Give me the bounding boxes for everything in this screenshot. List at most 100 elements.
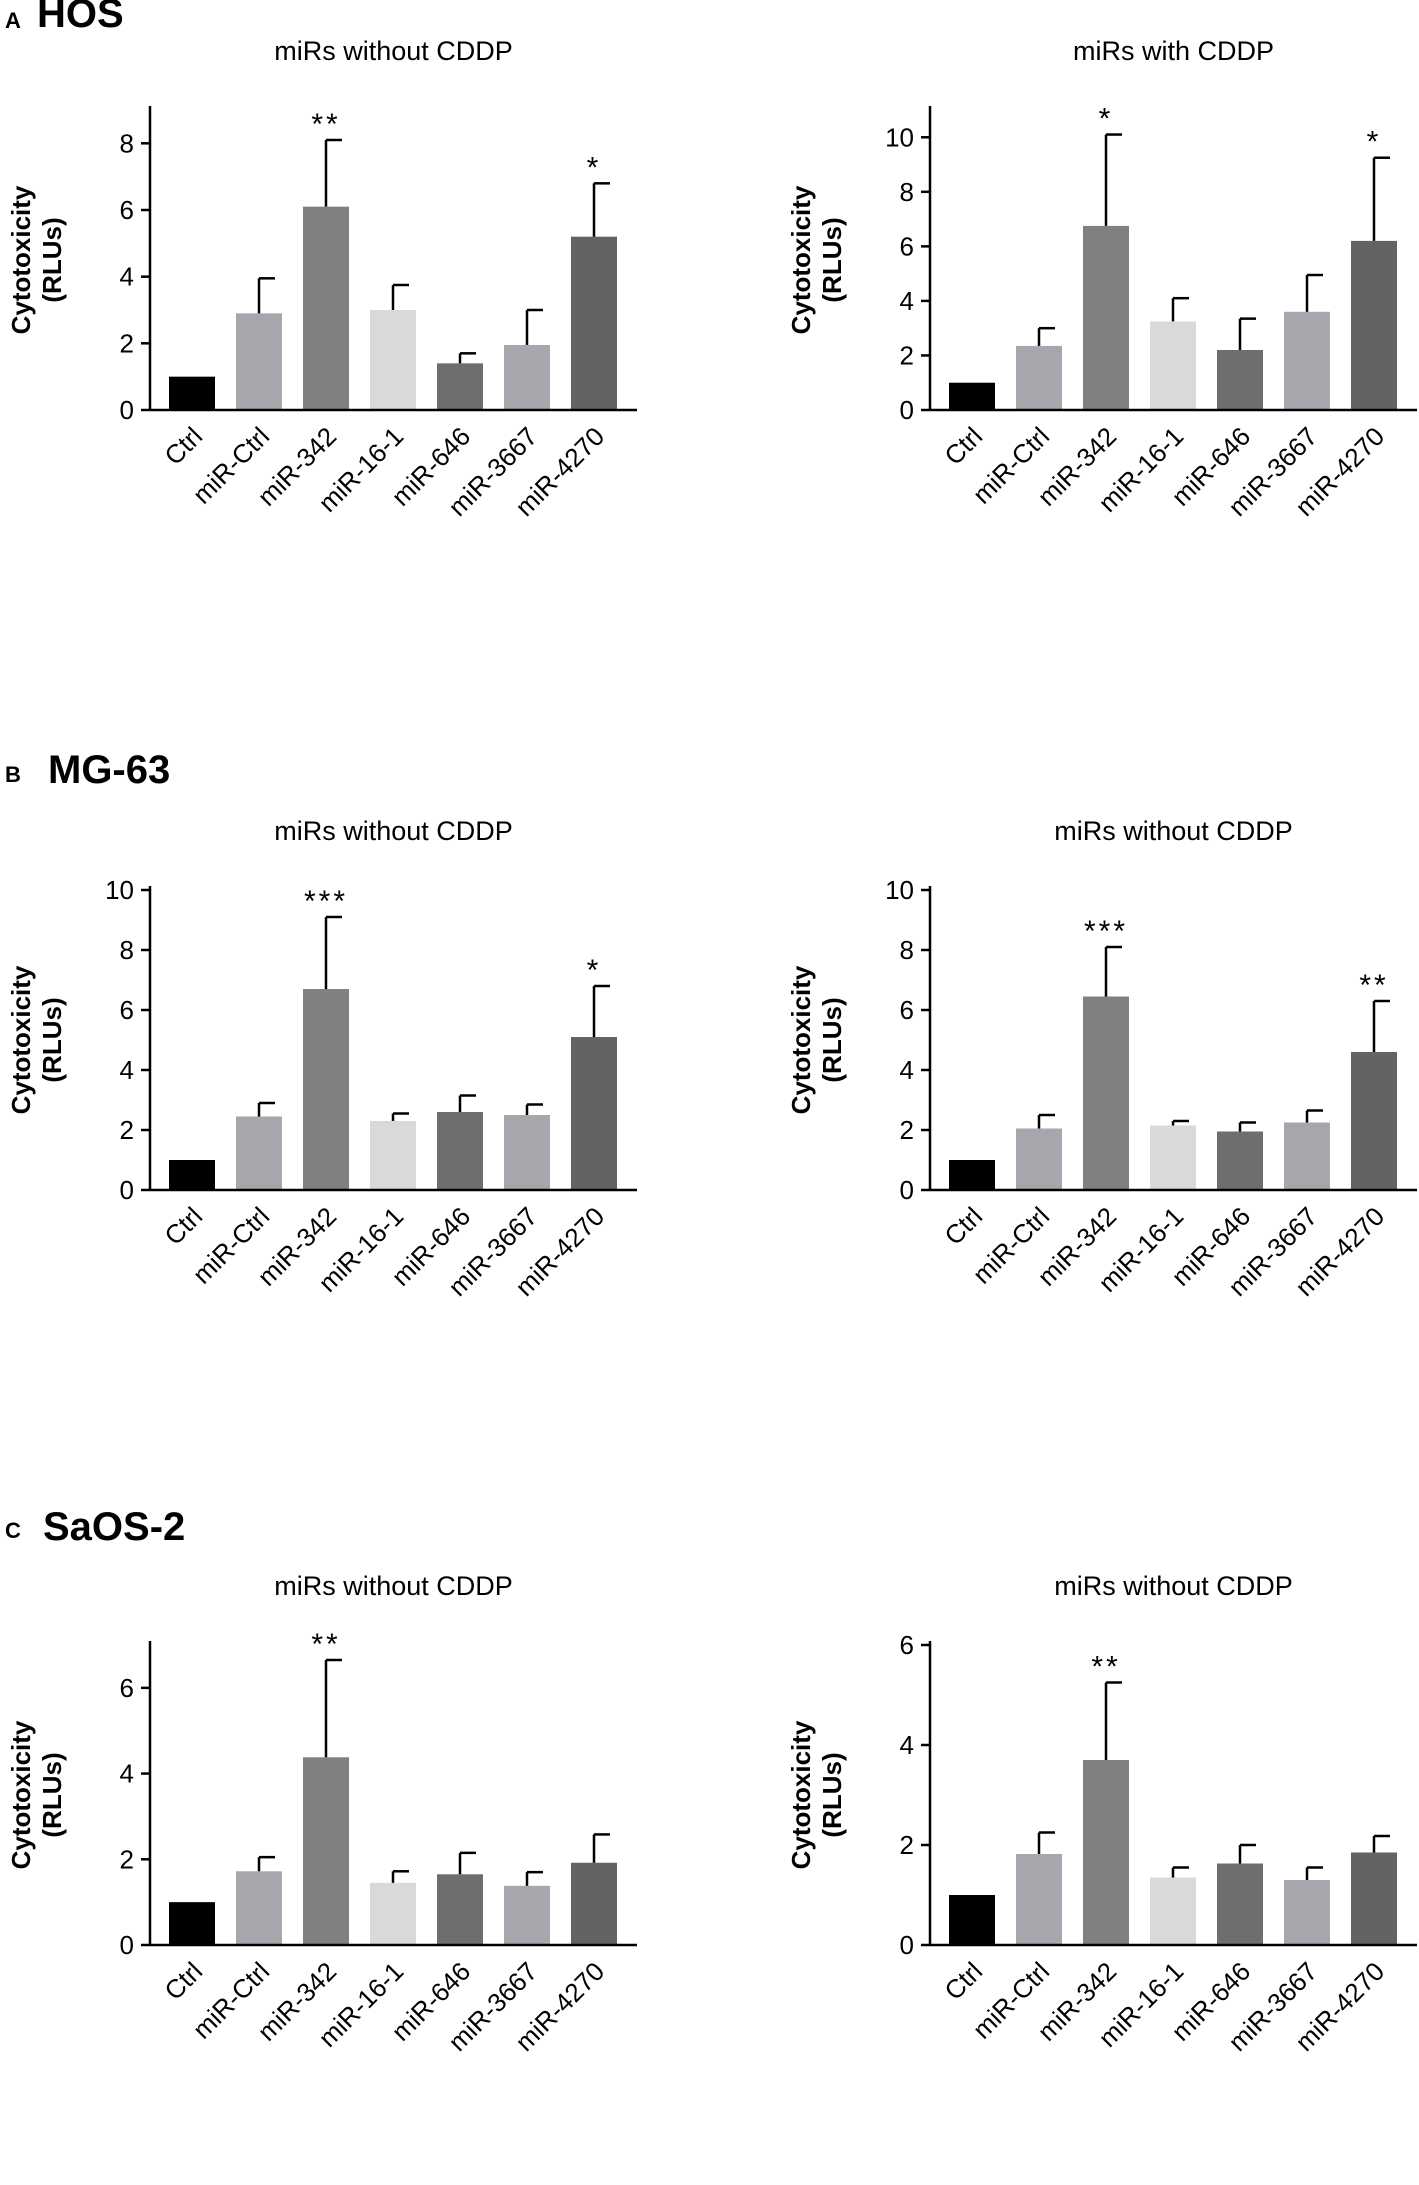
chart-saos2-right: miRs without CDDP Cytotoxicity(RLUs) 0 2 4 6 C…: [780, 1565, 1419, 2185]
significance-label: ***: [1084, 915, 1128, 948]
bar-mir-ctrl: [236, 1871, 282, 1945]
bar-mir-3667: [1284, 1880, 1330, 1945]
y-tick-label: 6: [120, 995, 134, 1025]
chart-title: miRs without CDDP: [274, 36, 513, 66]
y-tick-label: 0: [120, 1175, 134, 1205]
chart-mg63-left: miRs without CDDP Cytotoxicity(RLUs) 0 2 4 6 8…: [0, 810, 640, 1430]
y-axis-label-line: Cytotoxicity: [6, 185, 36, 334]
y-tick-label: 10: [105, 875, 134, 905]
y-tick-label: 4: [900, 1730, 914, 1760]
y-tick-label: 2: [900, 1830, 914, 1860]
bar-mir-342: [303, 206, 349, 410]
y-tick-label: 8: [120, 935, 134, 965]
bar-ctrl: [169, 1902, 215, 1945]
x-tick-label: Ctrl: [938, 1201, 988, 1251]
chart-title: miRs with CDDP: [1073, 36, 1274, 66]
bar-mir-4270: [571, 236, 617, 410]
y-tick-label: 2: [120, 328, 134, 358]
y-axis-label-line: (RLUs): [817, 997, 847, 1082]
y-tick-label: 2: [120, 1844, 134, 1874]
bar-mir-ctrl: [1016, 1128, 1062, 1190]
panel-letter-b: B: [5, 762, 21, 787]
y-axis-label-line: (RLUs): [37, 997, 67, 1082]
y-tick-label: 6: [120, 1673, 134, 1703]
y-tick-label: 8: [120, 128, 134, 158]
bar-mir-342: [1083, 1760, 1129, 1945]
bar-mir-16-1: [1150, 321, 1196, 410]
bar-mir-3667: [1284, 311, 1330, 410]
y-axis-label-line: (RLUs): [37, 1752, 67, 1837]
y-tick-label: 0: [120, 1930, 134, 1960]
y-axis-label: Cytotoxicity(RLUs): [6, 1720, 67, 1869]
chart-saos2-left: miRs without CDDP Cytotoxicity(RLUs) 0 2 4 6 C…: [0, 1565, 640, 2185]
panel-title-saos2: SaOS-2: [43, 1505, 186, 1549]
bar-mir-16-1: [370, 310, 416, 410]
bar-mir-16-1: [370, 1882, 416, 1945]
y-axis-label-line: Cytotoxicity: [6, 1720, 36, 1869]
bar-mir-342: [1083, 996, 1129, 1190]
y-tick-label: 0: [900, 1930, 914, 1960]
bar-mir-3667: [504, 345, 550, 410]
bar-mir-4270: [571, 1037, 617, 1190]
significance-label: *: [587, 151, 602, 184]
bar-mir-3667: [504, 1885, 550, 1945]
y-axis-label: Cytotoxicity(RLUs): [786, 185, 847, 334]
y-tick-label: 8: [900, 935, 914, 965]
bar-ctrl: [169, 1160, 215, 1190]
y-tick-label: 4: [120, 1759, 134, 1789]
significance-label: **: [311, 1628, 340, 1661]
x-tick-label: Ctrl: [158, 421, 208, 471]
bar-mir-646: [1217, 1131, 1263, 1190]
bar-mir-3667: [1284, 1122, 1330, 1190]
bar-mir-646: [1217, 350, 1263, 410]
y-tick-label: 0: [900, 395, 914, 425]
chart-mg63-right: miRs without CDDP Cytotoxicity(RLUs) 0 2 4 6 8…: [780, 810, 1419, 1430]
y-tick-label: 2: [900, 340, 914, 370]
y-axis-label: Cytotoxicity(RLUs): [786, 1720, 847, 1869]
bar-mir-4270: [1351, 240, 1397, 410]
y-axis-label: Cytotoxicity(RLUs): [6, 965, 67, 1114]
chart-title: miRs without CDDP: [274, 816, 513, 846]
y-tick-label: 0: [120, 395, 134, 425]
y-tick-label: 2: [900, 1115, 914, 1145]
y-tick-label: 6: [900, 231, 914, 261]
y-axis-label-line: Cytotoxicity: [6, 965, 36, 1114]
bar-mir-342: [303, 989, 349, 1190]
y-axis-label-line: Cytotoxicity: [786, 965, 816, 1114]
y-axis-label-line: (RLUs): [817, 1752, 847, 1837]
y-tick-label: 8: [900, 177, 914, 207]
bar-mir-342: [303, 1757, 349, 1945]
y-tick-label: 4: [900, 1055, 914, 1085]
bar-ctrl: [949, 1895, 995, 1945]
bar-mir-ctrl: [236, 1116, 282, 1190]
chart-hos-without-cddp: miRs without CDDP Cytotoxicity(RLUs) 0 2 4 6 8…: [0, 30, 640, 650]
y-tick-label: 4: [120, 1055, 134, 1085]
significance-label: *: [587, 954, 602, 987]
significance-label: *: [1099, 103, 1114, 136]
significance-label: **: [311, 108, 340, 141]
y-tick-label: 2: [120, 1115, 134, 1145]
x-tick-label: Ctrl: [158, 1201, 208, 1251]
bar-mir-4270: [571, 1862, 617, 1945]
y-tick-label: 6: [900, 1630, 914, 1660]
bar-mir-4270: [1351, 1852, 1397, 1945]
y-tick-label: 10: [885, 122, 914, 152]
y-tick-label: 4: [120, 262, 134, 292]
panel-title-hos: HOS: [37, 0, 124, 36]
x-tick-label: Ctrl: [158, 1956, 208, 2006]
y-axis-label-line: (RLUs): [817, 217, 847, 302]
bar-ctrl: [949, 1160, 995, 1190]
bar-mir-ctrl: [236, 313, 282, 410]
bar-mir-ctrl: [1016, 1854, 1062, 1945]
y-axis-label: Cytotoxicity(RLUs): [786, 965, 847, 1114]
y-axis-label-line: (RLUs): [37, 217, 67, 302]
bar-mir-16-1: [370, 1121, 416, 1190]
y-tick-label: 0: [900, 1175, 914, 1205]
bar-mir-646: [437, 1112, 483, 1190]
x-tick-label: Ctrl: [938, 1956, 988, 2006]
chart-title: miRs without CDDP: [1054, 1571, 1293, 1601]
panel-title-mg63: MG-63: [48, 748, 171, 792]
bar-mir-3667: [504, 1115, 550, 1190]
bar-ctrl: [949, 382, 995, 410]
y-axis-label-line: Cytotoxicity: [786, 1720, 816, 1869]
